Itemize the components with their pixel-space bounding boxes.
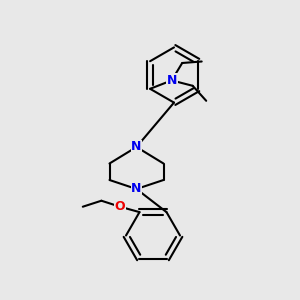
Text: N: N [131,182,142,196]
Text: N: N [167,74,177,87]
Text: O: O [115,200,125,213]
Text: N: N [131,140,142,154]
